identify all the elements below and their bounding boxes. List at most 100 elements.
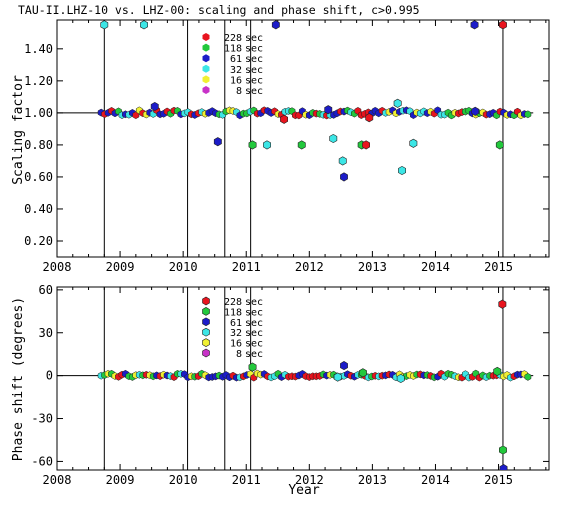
data-point [471,106,480,116]
legend-label: 16 [230,75,242,86]
y-axis-label-phase: Phase shift (degrees) [11,297,26,461]
data-point [365,113,374,123]
legend-marker [202,64,210,73]
data-point [271,20,280,30]
legend-unit: sec [245,65,263,76]
legend-unit: sec [245,339,263,350]
scaling-panel: 2008 2009 2010 2011 2012 2013 2014 2015 0.20 0.40… [24,19,550,274]
data-point [499,464,508,470]
data-point [213,137,222,147]
legend-label: 61 [230,318,242,329]
x-tick-label: 2013 [358,473,387,487]
phase-panel: 2008 2009 2010 2011 2012 2013 2014 2015 -60 -30 0 3… [31,283,550,487]
data-point [524,373,532,381]
y-tick-label: 0.40 [24,202,53,216]
legend-unit: sec [245,44,263,55]
y-tick-label: 1.00 [24,106,53,120]
legend-marker [202,307,210,316]
legend-label: 118 [224,307,242,318]
data-point [340,361,348,371]
legend-unit: sec [245,328,263,339]
legend-unit: sec [245,307,263,318]
x-tick-label: 2012 [295,260,324,274]
data-point [470,20,479,30]
data-point [333,372,342,382]
data-point [393,98,402,108]
data-point [498,20,507,30]
legend-label: 8 [236,349,242,360]
legend-unit: sec [245,86,263,97]
y-tick-label: -30 [31,412,53,426]
legend-label: 61 [230,54,242,65]
x-tick-label: 2009 [106,473,135,487]
x-tick-label: 2011 [232,473,261,487]
data-point [340,172,348,182]
legend-label: 32 [230,65,242,76]
data-point [409,138,418,148]
y-tick-label: 1.20 [24,74,53,88]
legend-unit: sec [245,297,263,308]
y-tick-label: 1.40 [24,42,53,56]
legend-marker [202,348,210,358]
data-point [140,20,148,30]
y-tick-label: 0.20 [24,234,53,248]
x-tick-label: 2012 [295,473,324,487]
plot-frame [56,19,550,258]
x-tick-label: 2008 [43,260,72,274]
legend-label: 118 [224,44,242,55]
data-point [324,105,333,115]
y-tick-label: 30 [39,326,53,340]
data-point [498,445,507,455]
data-point [280,114,289,124]
data-point [150,101,159,112]
y-tick-label: 60 [39,283,53,297]
y-tick-label: 0.60 [24,170,53,184]
data-point [358,368,367,378]
y-tick-label: 0.80 [24,138,53,152]
legend-unit: sec [245,54,263,65]
data-point [362,140,371,150]
legend-marker [202,54,210,63]
legend-marker [202,317,210,327]
data-point [398,165,407,176]
legend-label: 8 [236,86,242,97]
legend-unit: sec [245,318,263,329]
legend-marker [202,75,210,84]
legend-marker [202,43,210,52]
x-tick-label: 2010 [169,473,198,487]
data-point [248,140,257,150]
data-point [297,140,306,150]
x-tick-label: 2013 [358,260,387,274]
chart-title: TAU-II.LHZ-10 vs. LHZ-00: scaling and ph… [18,3,420,17]
data-point [338,156,347,166]
legend-marker [202,296,210,306]
legend-marker [202,327,210,337]
plot-frame [56,286,550,471]
data-point [493,366,502,376]
legend-unit: sec [245,75,263,86]
x-axis-label: Year [288,483,319,498]
legend-marker [202,86,210,94]
data-point [495,140,504,150]
legend-label: 32 [230,328,242,339]
data-point [329,133,338,144]
x-tick-label: 2014 [421,260,450,274]
x-tick-label: 2014 [421,473,450,487]
x-tick-label: 2010 [169,260,198,274]
legend-label: 228 [224,33,242,44]
x-tick-label: 2015 [484,260,513,274]
data-point [524,110,532,119]
legend-marker [202,338,210,347]
legend-label: 16 [230,339,242,350]
y-tick-label: -60 [31,454,53,468]
x-tick-label: 2011 [232,260,261,274]
x-tick-label: 2008 [43,473,72,487]
data-point [498,299,507,309]
data-point [100,20,109,30]
legend-unit: sec [245,33,263,44]
data-point [396,373,405,384]
legend-label: 228 [224,297,242,308]
